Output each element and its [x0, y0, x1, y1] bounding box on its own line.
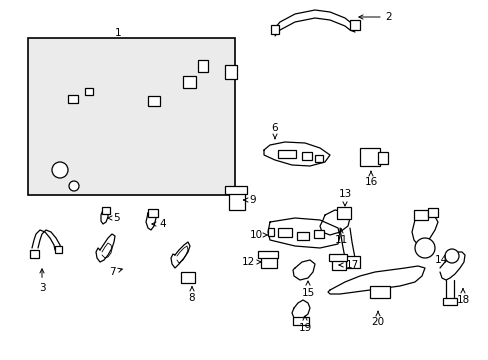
Bar	[278, 228, 291, 237]
Text: 5: 5	[107, 213, 120, 223]
Bar	[258, 251, 278, 258]
Text: 1: 1	[115, 28, 121, 38]
Bar	[413, 210, 427, 220]
Bar	[359, 148, 379, 166]
Circle shape	[69, 181, 79, 191]
Text: 6: 6	[271, 123, 278, 139]
Bar	[85, 88, 93, 95]
Bar	[30, 250, 39, 258]
Text: 3: 3	[39, 269, 45, 293]
Bar	[331, 258, 346, 270]
Text: 4: 4	[152, 219, 166, 229]
Bar	[292, 317, 308, 325]
Bar	[148, 209, 158, 217]
Text: 11: 11	[334, 229, 347, 245]
Bar	[228, 190, 244, 210]
Bar	[267, 228, 273, 236]
Circle shape	[52, 162, 68, 178]
Bar	[183, 76, 196, 88]
Text: 16: 16	[364, 171, 377, 187]
Bar	[181, 272, 195, 283]
Text: 9: 9	[243, 195, 256, 205]
Bar	[102, 207, 110, 214]
Text: 12: 12	[241, 257, 261, 267]
Bar	[377, 152, 387, 164]
Bar	[302, 152, 311, 160]
Text: 14: 14	[433, 255, 447, 265]
Text: 15: 15	[301, 281, 314, 298]
Bar	[148, 96, 160, 106]
Bar	[313, 230, 324, 238]
Bar	[68, 95, 78, 103]
Text: 17: 17	[338, 260, 358, 270]
Text: 19: 19	[298, 316, 311, 333]
Bar	[278, 150, 295, 158]
Text: 8: 8	[188, 287, 195, 303]
Bar	[336, 207, 350, 219]
Bar	[442, 298, 456, 305]
Bar	[28, 38, 235, 195]
Text: 2: 2	[358, 12, 391, 22]
Bar	[349, 20, 359, 30]
Bar	[198, 60, 207, 72]
Bar	[224, 186, 246, 194]
Bar	[55, 246, 62, 253]
Bar	[261, 255, 276, 268]
Text: 7: 7	[108, 267, 122, 277]
Bar	[427, 208, 437, 217]
Bar	[270, 25, 279, 34]
Circle shape	[414, 238, 434, 258]
Text: 18: 18	[455, 289, 468, 305]
Text: 13: 13	[338, 189, 351, 206]
Bar	[224, 65, 237, 79]
Bar	[296, 232, 308, 240]
Bar	[328, 254, 346, 261]
Bar	[314, 155, 323, 162]
Bar	[346, 256, 359, 268]
Bar	[369, 286, 389, 298]
Circle shape	[444, 249, 458, 263]
Text: 20: 20	[371, 311, 384, 327]
Text: 10: 10	[249, 230, 267, 240]
